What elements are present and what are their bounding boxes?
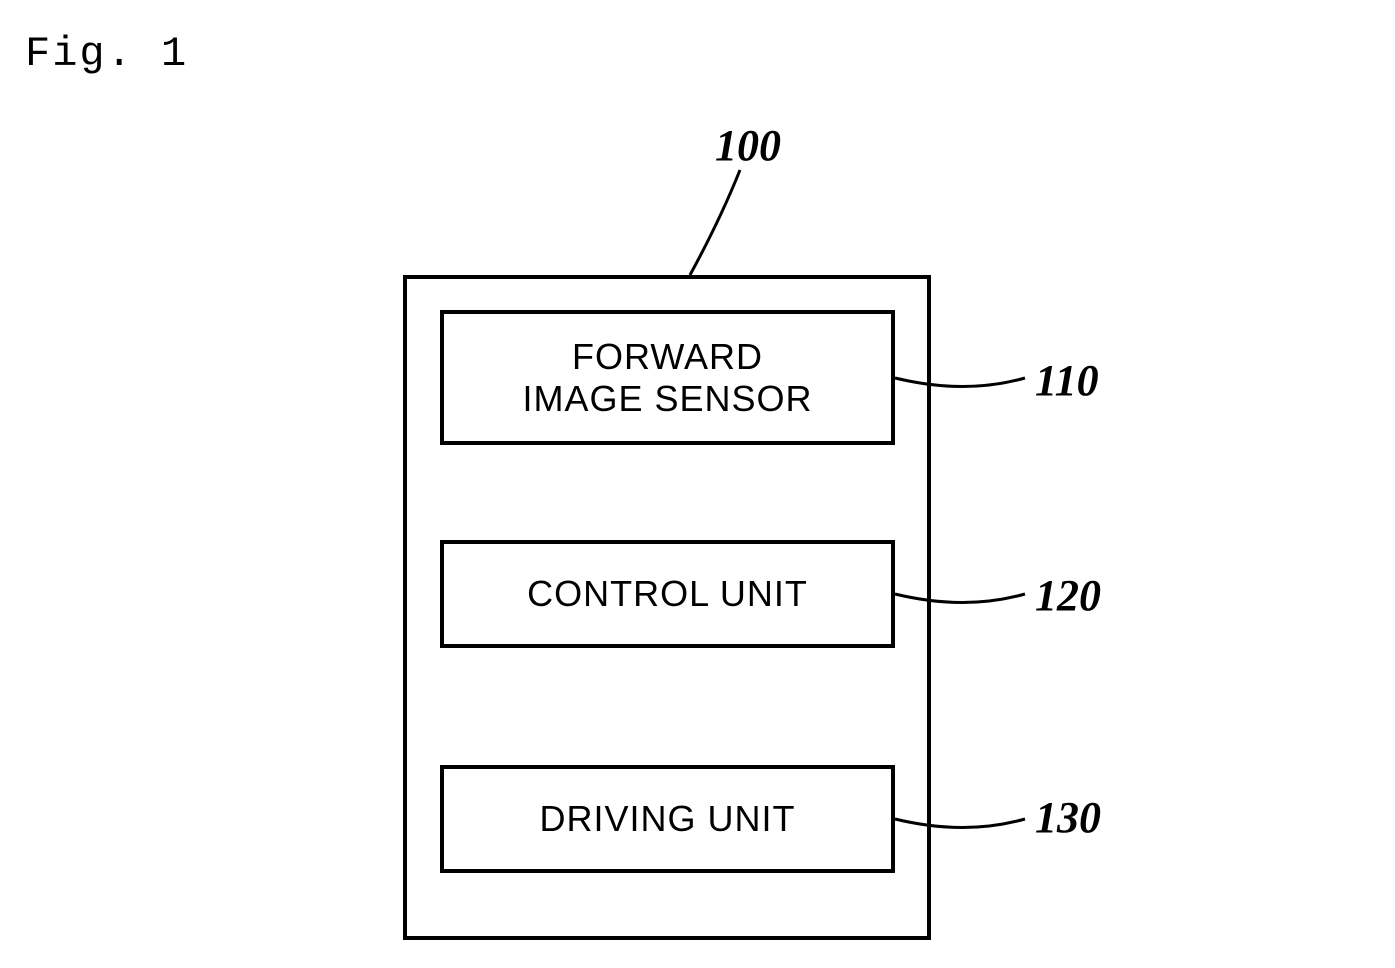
block-leader-driving-unit	[0, 0, 1395, 968]
